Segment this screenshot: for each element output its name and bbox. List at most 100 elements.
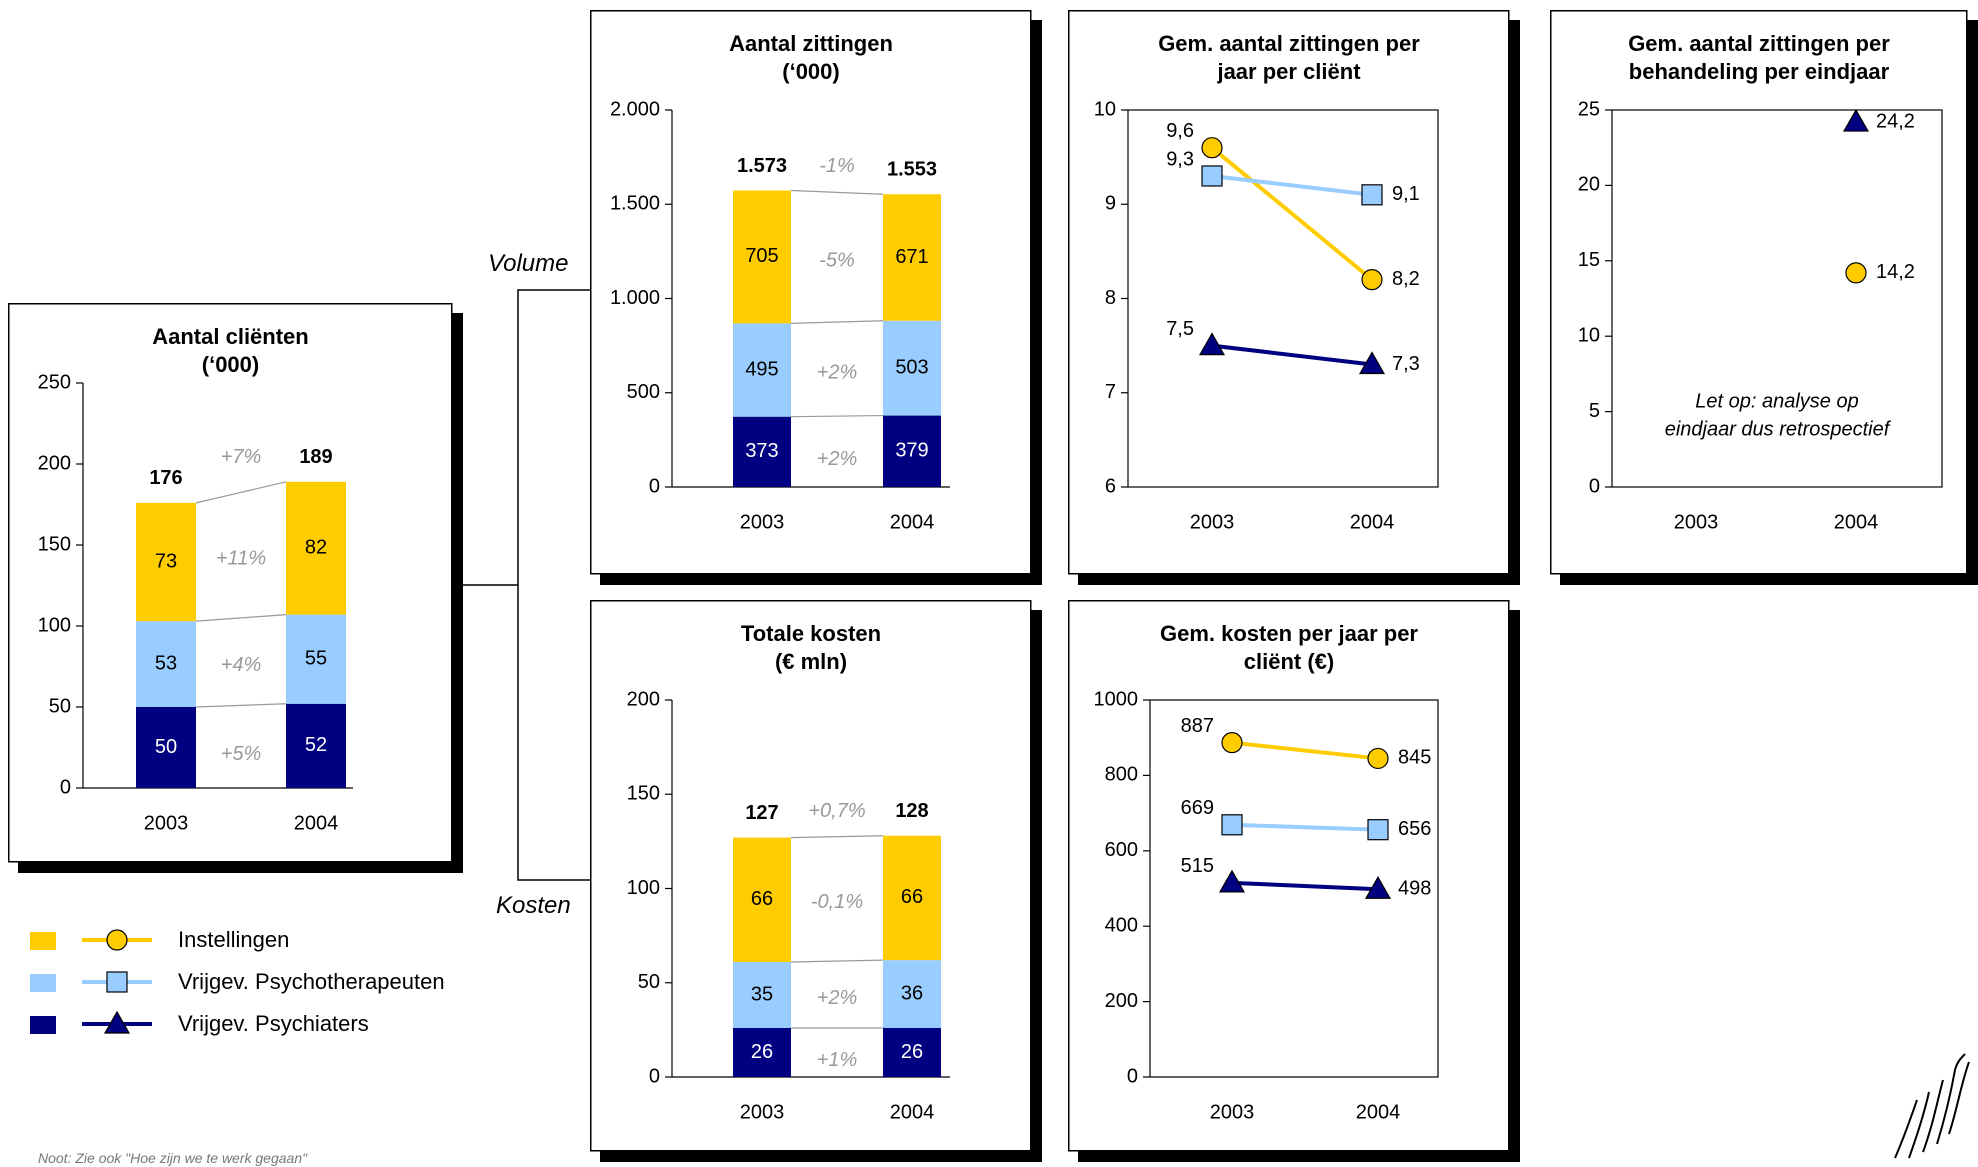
- chart-title-line: (€ mln): [775, 649, 847, 674]
- y-tick-label: 500: [627, 381, 660, 403]
- series-marker: [1842, 108, 1870, 132]
- change-label: -5%: [819, 249, 855, 271]
- change-label: +2%: [817, 987, 858, 1009]
- x-tick-label: 2003: [740, 1101, 785, 1123]
- y-tick-label: 8: [1105, 287, 1116, 309]
- y-tick-label: 1000: [1094, 688, 1139, 710]
- signature-scribble: [1894, 1053, 1970, 1159]
- series-marker: [1358, 351, 1386, 375]
- panel-frame: [1068, 10, 1510, 575]
- panel-zittingen-per-behandeling: Gem. aantal zittingen per behandeling per…: [1550, 10, 1978, 590]
- bar-value-label: 36: [901, 982, 923, 1004]
- legend-marker-square-icon: [82, 971, 152, 993]
- y-tick-label: 100: [38, 614, 71, 636]
- y-tick-label: 0: [1127, 1065, 1138, 1087]
- bar-segment: [286, 481, 346, 615]
- bar-value-label: 73: [155, 550, 177, 572]
- legend-item-psychotherapeuten: Vrijgev. Psychotherapeuten: [30, 967, 510, 997]
- panel-frame: [590, 10, 1032, 575]
- panel-frame: [1550, 10, 1968, 575]
- y-tick-label: 1.500: [610, 193, 660, 215]
- x-tick-label: 2003: [1674, 511, 1719, 533]
- y-tick-label: 200: [627, 688, 660, 710]
- chart-kosten-per-client: Gem. kosten per jaar per cliënt (€) 0 200 40…: [1068, 600, 1520, 1162]
- series-line: [1210, 146, 1374, 282]
- bar-value-label: 53: [155, 652, 177, 674]
- point-label: 9,3: [1166, 148, 1194, 170]
- change-label: +4%: [221, 654, 262, 676]
- bar-value-label: 495: [745, 358, 778, 380]
- bar-value-label: 705: [745, 245, 778, 267]
- change-label: -0,1%: [811, 891, 863, 913]
- chart-title-line: Aantal zittingen: [729, 31, 893, 56]
- bar-value-label: 26: [751, 1041, 773, 1063]
- bar-segment: [883, 415, 941, 487]
- panel-clienten: Aantal cliënten (‘000) 0 50 100 150 200 250 2003…: [8, 303, 463, 878]
- x-tick-label: 2004: [1356, 1101, 1401, 1123]
- point-label: 8,2: [1392, 268, 1420, 290]
- legend-item-instellingen: Instellingen: [30, 925, 510, 955]
- legend-swatch-instellingen: [30, 932, 56, 950]
- connector-line: [195, 614, 287, 622]
- bar-value-label: 52: [305, 734, 327, 756]
- annotation-line: Let op: analyse op: [1695, 390, 1858, 412]
- bar-segment: [733, 962, 791, 1028]
- series-marker: [1364, 876, 1392, 899]
- y-tick-label: 20: [1578, 174, 1600, 196]
- volume-label: Volume: [488, 250, 569, 277]
- y-tick-label: 15: [1578, 249, 1600, 271]
- panel-kosten: Totale kosten (€ mln) 0 50 100 150 200 2003 2004…: [590, 600, 1042, 1167]
- point-label: 887: [1181, 715, 1214, 737]
- bar-value-label: 35: [751, 983, 773, 1005]
- y-tick-label: 200: [38, 452, 71, 474]
- change-label: +7%: [221, 446, 262, 468]
- x-tick-label: 2004: [294, 812, 339, 834]
- point-label: 24,2: [1876, 110, 1915, 132]
- connector-line: [790, 414, 884, 418]
- change-label: +0,7%: [808, 800, 865, 822]
- change-label: +11%: [216, 547, 266, 569]
- y-tick-label: 9: [1105, 193, 1116, 215]
- series-line: [1211, 173, 1373, 197]
- bar-value-label: 503: [895, 356, 928, 378]
- panel-zittingen-per-client: Gem. aantal zittingen per jaar per cliënt…: [1068, 10, 1520, 590]
- chart-title-line: cliënt (€): [1244, 649, 1334, 674]
- plot-area: [1149, 699, 1439, 1078]
- total-label: 189: [299, 446, 332, 468]
- total-label: 127: [745, 802, 778, 824]
- series-line: [1211, 343, 1373, 367]
- total-label: 1.553: [887, 159, 937, 181]
- panel-zittingen: Aantal zittingen (‘000) 0 500 1.000 1.500 2.00…: [590, 10, 1042, 590]
- panel-kosten-per-client: Gem. kosten per jaar per cliënt (€) 0 200 40…: [1068, 600, 1520, 1167]
- point-label: 669: [1181, 797, 1214, 819]
- chart-title-line: jaar per cliënt: [1216, 59, 1361, 84]
- y-tick-label: 7: [1105, 381, 1116, 403]
- plot-area: [1611, 109, 1943, 488]
- legend-label-psychiaters: Vrijgev. Psychiaters: [178, 1011, 369, 1036]
- y-tick-label: 800: [1105, 764, 1138, 786]
- y-tick-label: 400: [1105, 914, 1138, 936]
- series-marker: [1221, 814, 1243, 836]
- chart-zittingen-per-behandeling: Gem. aantal zittingen per behandeling per…: [1550, 10, 1978, 585]
- x-tick-label: 2003: [740, 511, 785, 533]
- chart-kosten: Totale kosten (€ mln) 0 50 100 150 200 2003 2004…: [590, 600, 1042, 1162]
- total-label: 1.573: [737, 155, 787, 177]
- bar-segment: [733, 416, 791, 487]
- total-label: 128: [895, 800, 928, 822]
- y-tick-label: 100: [627, 877, 660, 899]
- chart-title-line: Aantal cliënten: [152, 324, 308, 349]
- bar-segment: [883, 835, 941, 961]
- y-tick-label: 0: [649, 1065, 660, 1087]
- legend-label-instellingen: Instellingen: [178, 927, 290, 952]
- legend-marker-circle-icon: [82, 929, 152, 951]
- chart-zittingen-per-client: Gem. aantal zittingen per jaar per cliënt…: [1068, 10, 1520, 585]
- y-tick-label: 0: [649, 475, 660, 497]
- point-label: 656: [1398, 818, 1431, 840]
- y-tick-label: 1.000: [610, 287, 660, 309]
- bar-value-label: 82: [305, 537, 327, 559]
- bar-value-label: 373: [745, 440, 778, 462]
- y-tick-label: 5: [1589, 400, 1600, 422]
- y-tick-label: 250: [38, 371, 71, 393]
- series-marker: [1198, 332, 1226, 356]
- chart-title-line: Gem. aantal zittingen per: [1628, 31, 1890, 56]
